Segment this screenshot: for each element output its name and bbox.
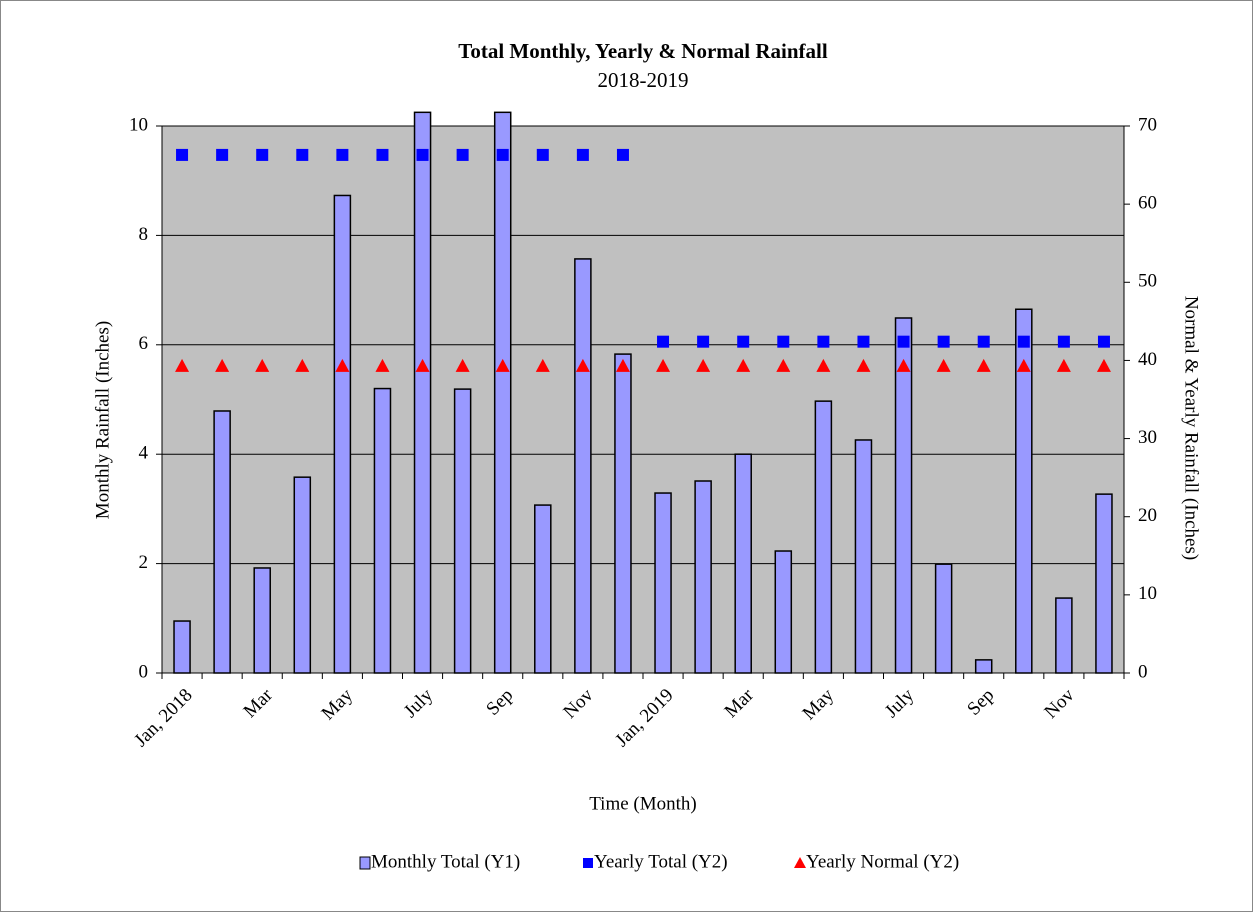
bar: [213, 410, 231, 674]
triangle-marker: [215, 358, 230, 372]
square-marker: [496, 148, 509, 161]
bar: [493, 111, 512, 674]
square-marker: [937, 335, 950, 348]
bar: [333, 194, 352, 674]
square-marker: [616, 148, 629, 161]
bar: [614, 353, 632, 674]
square-marker: [456, 148, 469, 161]
square-marker: [256, 148, 269, 161]
bar: [453, 388, 472, 674]
triangle-marker: [575, 358, 590, 372]
square-marker: [1017, 335, 1030, 348]
y-axis-title: Monthly Rainfall (Inches): [92, 321, 113, 519]
bar: [934, 563, 953, 674]
triangle-marker: [335, 358, 350, 372]
square-marker: [1057, 335, 1070, 348]
square-marker: [697, 335, 710, 348]
y2-tick-label: 40: [1138, 349, 1157, 370]
square-marker: [576, 148, 589, 161]
bar: [854, 439, 873, 674]
bar: [1095, 493, 1113, 674]
square-marker: [897, 335, 910, 348]
y-tick-label: 8: [139, 224, 149, 245]
y-tick-label: 10: [129, 114, 148, 135]
triangle-marker: [455, 358, 470, 372]
bar: [373, 387, 392, 674]
square-marker: [737, 335, 750, 348]
legend-label: Monthly Total (Y1): [371, 851, 520, 872]
y2-tick-label: 50: [1138, 271, 1157, 292]
y2-tick-label: 60: [1138, 193, 1157, 214]
triangle-marker: [816, 358, 831, 372]
bar: [1055, 597, 1073, 674]
legend-label: Yearly Total (Y2): [594, 851, 728, 872]
triangle-marker: [736, 358, 751, 372]
y-tick-label: 2: [139, 552, 149, 573]
bar: [574, 258, 592, 674]
legend-label: Yearly Normal (Y2): [806, 851, 959, 872]
y-tick-label: 6: [139, 333, 149, 354]
square-marker: [336, 148, 349, 161]
bar: [413, 111, 432, 674]
triangle-marker: [1016, 358, 1031, 372]
triangle-marker: [936, 358, 951, 372]
square-marker: [416, 148, 429, 161]
bar: [1015, 308, 1033, 674]
bar: [654, 492, 672, 674]
bar: [293, 476, 312, 674]
bar: [894, 317, 913, 674]
triangle-marker: [615, 358, 630, 372]
bar: [694, 480, 712, 674]
plot-area: [161, 125, 1125, 674]
triangle-marker: [896, 358, 911, 372]
bar: [814, 400, 833, 674]
y2-tick-label: 70: [1138, 114, 1157, 135]
legend-swatch: [794, 857, 806, 868]
bar: [774, 550, 793, 674]
triangle-marker: [656, 358, 671, 372]
bar: [974, 659, 993, 674]
square-marker: [777, 335, 790, 348]
y2-axis-title: Normal & Yearly Rainfall (Inches): [1181, 296, 1202, 560]
y2-tick-label: 30: [1138, 427, 1157, 448]
triangle-marker: [856, 358, 871, 372]
bar: [253, 567, 271, 674]
triangle-marker: [1056, 358, 1071, 372]
triangle-marker: [415, 358, 430, 372]
square-marker: [977, 335, 990, 348]
square-marker: [657, 335, 670, 348]
x-axis-title: Time (Month): [589, 793, 697, 814]
square-marker: [216, 148, 229, 161]
triangle-marker: [295, 358, 310, 372]
triangle-marker: [495, 358, 510, 372]
square-marker: [857, 335, 870, 348]
triangle-marker: [1096, 358, 1111, 372]
triangle-marker: [375, 358, 390, 372]
triangle-marker: [175, 358, 190, 372]
triangle-marker: [535, 358, 550, 372]
triangle-marker: [776, 358, 791, 372]
square-marker: [536, 148, 549, 161]
square-marker: [376, 148, 389, 161]
y-tick-label: 4: [139, 443, 149, 464]
y2-tick-label: 0: [1138, 661, 1148, 682]
square-marker: [1097, 335, 1110, 348]
bar: [173, 620, 191, 674]
triangle-marker: [976, 358, 991, 372]
chart-subtitle: 2018-2019: [598, 68, 689, 92]
y2-tick-label: 20: [1138, 505, 1157, 526]
square-marker: [296, 148, 309, 161]
triangle-marker: [696, 358, 711, 372]
square-marker: [817, 335, 830, 348]
bar: [534, 504, 552, 674]
y2-tick-label: 10: [1138, 583, 1157, 604]
y-tick-label: 0: [139, 661, 149, 682]
legend-swatch: [359, 856, 371, 870]
chart-title: Total Monthly, Yearly & Normal Rainfall: [458, 39, 828, 63]
bar: [734, 453, 752, 674]
triangle-marker: [255, 358, 270, 372]
legend-swatch: [583, 858, 593, 868]
square-marker: [176, 148, 189, 161]
